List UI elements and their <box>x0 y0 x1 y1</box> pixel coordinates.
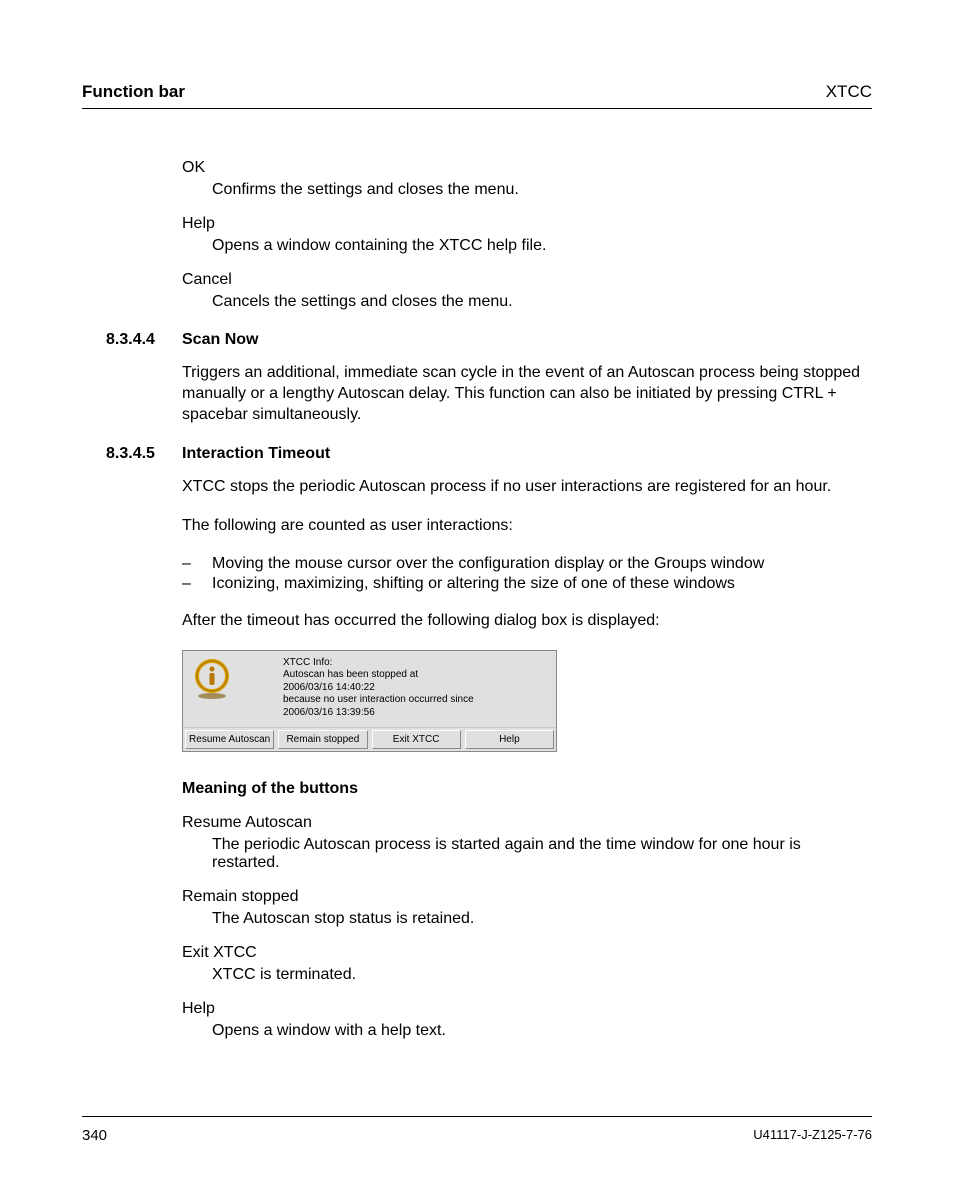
paragraph: XTCC stops the periodic Autoscan process… <box>182 477 872 498</box>
def-body: Cancels the settings and closes the menu… <box>182 293 872 311</box>
bullet-item: – Iconizing, maximizing, shifting or alt… <box>182 575 872 593</box>
def-term: OK <box>182 159 872 177</box>
page-content: OK Confirms the settings and closes the … <box>82 159 872 1040</box>
page-footer: 340 U41117-J-Z125-7-76 <box>82 1116 872 1144</box>
dialog-top: XTCC Info: Autoscan has been stopped at … <box>183 651 556 728</box>
dialog-message: XTCC Info: Autoscan has been stopped at … <box>283 657 474 720</box>
header-left: Function bar <box>82 82 185 102</box>
def-body: XTCC is terminated. <box>182 966 872 984</box>
def-term: Help <box>182 1000 872 1018</box>
bullet-list: – Moving the mouse cursor over the confi… <box>182 555 872 593</box>
def-term: Remain stopped <box>182 888 872 906</box>
def-body: The periodic Autoscan process is started… <box>182 836 872 872</box>
dialog-buttons-row: Resume Autoscan Remain stopped Exit XTCC… <box>183 727 556 751</box>
def-term: Resume Autoscan <box>182 814 872 832</box>
help-button[interactable]: Help <box>465 730 554 749</box>
remain-stopped-button[interactable]: Remain stopped <box>278 730 367 749</box>
def-body: Opens a window containing the XTCC help … <box>182 237 872 255</box>
bullet-item: – Moving the mouse cursor over the confi… <box>182 555 872 573</box>
doc-id: U41117-J-Z125-7-76 <box>753 1127 872 1144</box>
definitions-top: OK Confirms the settings and closes the … <box>182 159 872 311</box>
section-number: 8.3.4.5 <box>106 445 182 463</box>
def-body: The Autoscan stop status is retained. <box>182 910 872 928</box>
paragraph: Triggers an additional, immediate scan c… <box>182 363 872 425</box>
exit-xtcc-button[interactable]: Exit XTCC <box>372 730 461 749</box>
bullet-dash: – <box>182 575 212 593</box>
def-term: Cancel <box>182 271 872 289</box>
def-body: Opens a window with a help text. <box>182 1022 872 1040</box>
section-number: 8.3.4.4 <box>106 331 182 349</box>
section-heading-scan-now: 8.3.4.4 Scan Now <box>106 331 872 349</box>
subheading: Meaning of the buttons <box>182 780 872 798</box>
definitions-bottom: Resume Autoscan The periodic Autoscan pr… <box>182 814 872 1040</box>
info-icon <box>191 657 233 720</box>
dialog-box: XTCC Info: Autoscan has been stopped at … <box>182 650 557 753</box>
def-term: Help <box>182 215 872 233</box>
def-term: Exit XTCC <box>182 944 872 962</box>
dialog-line: XTCC Info: <box>283 657 474 670</box>
bullet-dash: – <box>182 555 212 573</box>
resume-autoscan-button[interactable]: Resume Autoscan <box>185 730 274 749</box>
bullet-text: Moving the mouse cursor over the configu… <box>212 555 872 573</box>
bullet-text: Iconizing, maximizing, shifting or alter… <box>212 575 872 593</box>
dialog-line: 2006/03/16 13:39:56 <box>283 707 474 720</box>
dialog-line: 2006/03/16 14:40:22 <box>283 682 474 695</box>
paragraph: After the timeout has occurred the follo… <box>182 611 872 632</box>
section-title: Interaction Timeout <box>182 445 330 463</box>
page-header: Function bar XTCC <box>82 82 872 109</box>
dialog-line: because no user interaction occurred sin… <box>283 694 474 707</box>
header-right: XTCC <box>826 82 872 102</box>
section-title: Scan Now <box>182 331 258 349</box>
dialog-line: Autoscan has been stopped at <box>283 669 474 682</box>
section-heading-interaction-timeout: 8.3.4.5 Interaction Timeout <box>106 445 872 463</box>
def-body: Confirms the settings and closes the men… <box>182 181 872 199</box>
paragraph: The following are counted as user intera… <box>182 516 872 537</box>
page-number: 340 <box>82 1127 107 1144</box>
